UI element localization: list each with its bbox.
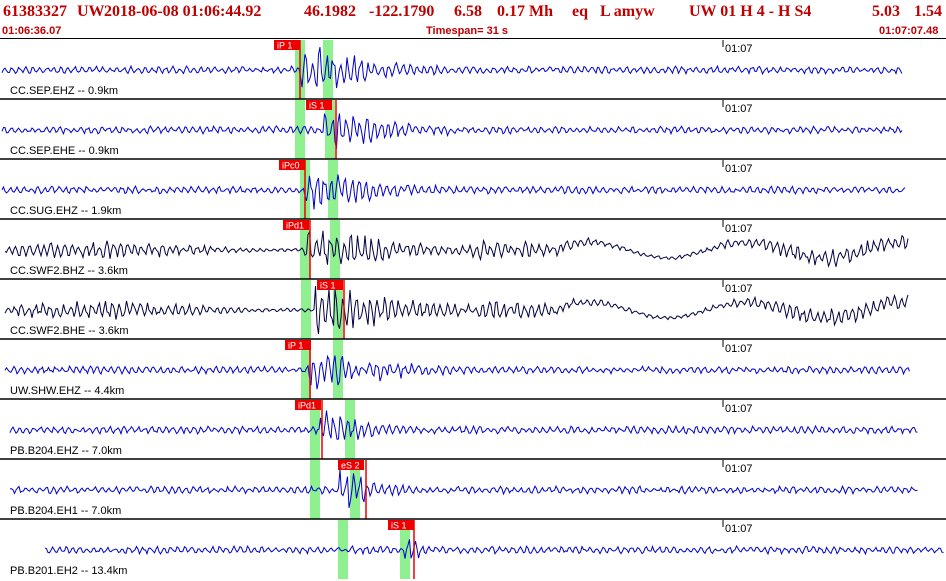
pick-label: iS 1: [309, 101, 325, 111]
trace-row[interactable]: 01:07 iS 1 PB.B201.EH2 -- 13.4km: [0, 518, 946, 579]
station-label: PB.B204.EHZ -- 7.0km: [10, 445, 122, 457]
pick-marker[interactable]: [285, 340, 311, 350]
pick-label: iP 1: [288, 341, 303, 351]
trace-row[interactable]: 01:07 iS 1 CC.SEP.EHE -- 0.9km: [0, 98, 946, 159]
event-flags: L amyw: [600, 3, 655, 20]
trace-row[interactable]: 01:07 eS 2 PB.B204.EH1 -- 7.0km: [0, 458, 946, 519]
pick-marker[interactable]: [317, 280, 343, 290]
minute-label: 01:07: [725, 43, 753, 55]
pick-marker[interactable]: [283, 220, 309, 230]
waveform-trace[interactable]: [4, 230, 909, 268]
event-summary-header: 61383327 UW 2018-06-08 01:06:44.92 46.19…: [0, 0, 946, 24]
station-label: PB.B204.EH1 -- 7.0km: [10, 505, 121, 517]
station-label: CC.SWF2.BHZ -- 3.6km: [10, 265, 128, 277]
event-network: UW: [77, 3, 105, 20]
trace-row[interactable]: 01:07 iPd1 CC.SWF2.BHZ -- 3.6km: [0, 218, 946, 279]
pick-window-band: [350, 460, 360, 519]
waveform-trace[interactable]: [9, 410, 918, 440]
trace-row[interactable]: 01:07 iS 1 CC.SWF2.BHE -- 3.6km: [0, 278, 946, 339]
minute-label: 01:07: [725, 463, 753, 475]
minute-label: 01:07: [725, 343, 753, 355]
pick-window-band: [301, 280, 311, 339]
station-label: UW.SHW.EHZ -- 4.4km: [10, 385, 124, 397]
minute-label: 01:07: [725, 103, 753, 115]
event-type: eq: [572, 3, 588, 20]
pick-label: iPd1: [286, 221, 304, 231]
waveform-trace[interactable]: [1, 113, 903, 149]
event-latitude: 46.1982: [304, 3, 356, 20]
seismogram-panel[interactable]: 01:07 iP 1 CC.SEP.EHZ -- 0.9km 01:07 iS 1 CC.…: [0, 38, 946, 581]
station-label: CC.SEP.EHE -- 0.9km: [10, 145, 119, 157]
pick-label: iP 1: [277, 41, 292, 51]
pick-marker[interactable]: [306, 100, 332, 110]
pick-marker[interactable]: [274, 40, 300, 50]
pick-label: iS 1: [391, 521, 407, 531]
station-label: CC.SUG.EHZ -- 1.9km: [10, 205, 121, 217]
minute-label: 01:07: [725, 403, 753, 415]
waveform-trace[interactable]: [1, 46, 903, 89]
station-label: PB.B201.EH2 -- 13.4km: [10, 565, 127, 577]
trace-row[interactable]: 01:07 iP 1 UW.SHW.EHZ -- 4.4km: [0, 338, 946, 399]
station-label: CC.SWF2.BHE -- 3.6km: [10, 325, 129, 337]
event-depth: 6.58: [454, 3, 482, 20]
pick-label: iPc0: [282, 161, 300, 171]
window-end-time: 01:07:07.48: [879, 25, 939, 37]
minute-label: 01:07: [725, 283, 753, 295]
time-window-bar: 01:06:36.07 Timespan= 31 s 01:07:07.48: [0, 24, 946, 38]
pick-marker[interactable]: [279, 160, 305, 170]
pick-window-band: [400, 520, 410, 579]
pick-label: iS 1: [320, 281, 336, 291]
minute-label: 01:07: [725, 163, 753, 175]
pick-window-band: [325, 100, 335, 159]
minute-label: 01:07: [725, 523, 753, 535]
pick-label: eS 2: [341, 461, 360, 471]
pick-marker[interactable]: [388, 520, 414, 530]
waveform-trace[interactable]: [9, 469, 918, 508]
trace-row[interactable]: 01:07 iPc0 CC.SUG.EHZ -- 1.9km: [0, 158, 946, 219]
event-value-2: 1.54: [914, 3, 942, 20]
pick-window-band: [295, 100, 305, 159]
event-id: 61383327: [3, 3, 67, 20]
waveform-trace[interactable]: [1, 174, 906, 210]
pick-window-band: [300, 220, 310, 279]
waveform-trace[interactable]: [44, 539, 944, 559]
station-label: CC.SEP.EHZ -- 0.9km: [10, 85, 118, 97]
pick-marker[interactable]: [295, 400, 321, 410]
pick-marker[interactable]: [338, 460, 364, 470]
waveform-trace[interactable]: [4, 286, 909, 335]
pick-label: iPd1: [298, 401, 316, 411]
trace-row[interactable]: 01:07 iPd1 PB.B204.EHZ -- 7.0km: [0, 398, 946, 459]
timespan-label: Timespan= 31 s: [426, 25, 509, 37]
pick-window-band: [333, 340, 343, 399]
pick-window-band: [338, 520, 348, 579]
window-start-time: 01:06:36.07: [2, 25, 62, 37]
event-datetime: 2018-06-08 01:06:44.92: [104, 3, 262, 20]
waveform-trace[interactable]: [4, 354, 910, 390]
event-magnitude: 0.17 Mh: [497, 3, 553, 20]
pick-window-band: [333, 280, 343, 339]
event-solution: UW 01 H 4 - H S4: [689, 3, 812, 20]
event-longitude: -122.1790: [369, 3, 435, 20]
minute-label: 01:07: [725, 223, 753, 235]
pick-window-band: [310, 460, 320, 519]
event-value-1: 5.03: [872, 3, 900, 20]
trace-row[interactable]: 01:07 iP 1 CC.SEP.EHZ -- 0.9km: [1, 40, 903, 99]
